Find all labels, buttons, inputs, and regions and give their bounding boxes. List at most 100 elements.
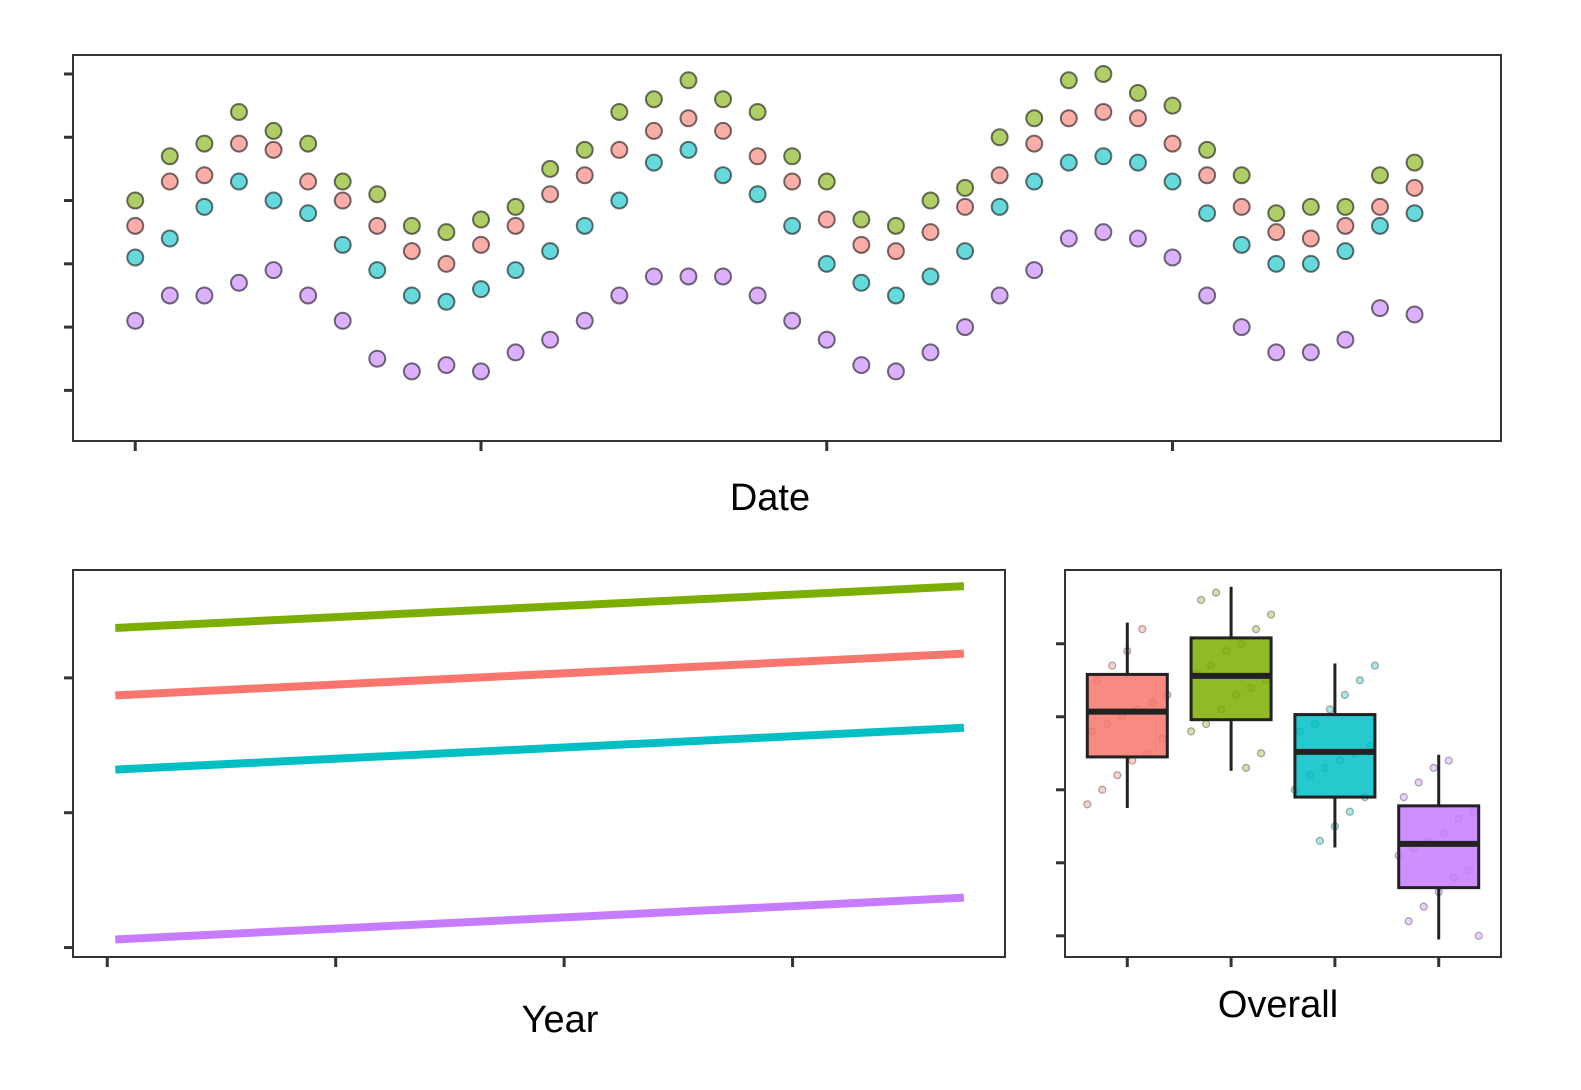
point <box>506 216 525 235</box>
point <box>126 248 145 267</box>
trend-line <box>115 649 965 700</box>
point <box>679 71 698 90</box>
point <box>1128 109 1147 128</box>
point <box>1336 330 1355 349</box>
jitter-point <box>1399 792 1408 802</box>
panel: Date <box>64 54 1502 519</box>
x-axis-label: Overall <box>1218 984 1338 1026</box>
point <box>748 185 767 204</box>
point <box>1198 204 1217 223</box>
point <box>1163 96 1182 115</box>
jitter-point <box>1414 778 1423 787</box>
point <box>644 267 663 286</box>
jitter-point <box>1138 625 1147 634</box>
point <box>1267 254 1286 273</box>
point <box>1232 318 1251 337</box>
plot-frame <box>72 569 1006 958</box>
point <box>541 185 560 204</box>
point <box>714 267 733 286</box>
jitter-point <box>1186 727 1196 736</box>
point <box>921 267 940 286</box>
point <box>610 286 629 305</box>
point <box>610 102 629 121</box>
point <box>368 261 387 280</box>
jitter-point <box>1474 931 1483 940</box>
point <box>333 191 352 210</box>
point <box>783 216 802 235</box>
jitter-point <box>1444 756 1453 765</box>
point <box>679 109 698 128</box>
point <box>195 134 214 153</box>
point <box>541 242 560 261</box>
jitter-point <box>1340 690 1350 699</box>
jitter-point <box>1325 705 1335 714</box>
point <box>644 90 663 109</box>
jitter-point <box>1113 771 1122 780</box>
point <box>817 330 836 349</box>
point <box>1232 197 1251 216</box>
point <box>644 121 663 140</box>
box <box>1293 713 1377 799</box>
point <box>1198 286 1217 305</box>
point <box>852 235 871 254</box>
jitter-point <box>1429 763 1438 772</box>
panel: Year <box>64 569 1006 1041</box>
point <box>368 349 387 368</box>
point <box>1163 248 1182 267</box>
point <box>472 362 490 381</box>
point <box>1301 229 1320 248</box>
point <box>852 210 871 229</box>
point <box>1336 216 1355 235</box>
point <box>748 286 767 305</box>
jitter-point <box>1355 676 1365 685</box>
point <box>1370 166 1389 185</box>
point <box>541 330 560 349</box>
point <box>402 286 421 305</box>
point <box>368 185 387 204</box>
point <box>229 273 248 292</box>
point <box>921 343 940 362</box>
point <box>1405 153 1424 172</box>
point <box>126 216 145 235</box>
jitter-point <box>1098 785 1107 794</box>
point <box>437 254 456 273</box>
point <box>610 191 629 210</box>
point <box>1405 305 1424 324</box>
point <box>229 172 248 191</box>
point <box>1301 197 1320 216</box>
box <box>1085 672 1169 759</box>
plot-frame <box>1064 569 1502 958</box>
point <box>229 134 248 153</box>
point <box>299 134 318 153</box>
point <box>575 216 594 235</box>
point <box>472 210 490 229</box>
jitter-point <box>1345 807 1355 816</box>
point <box>956 197 975 216</box>
point <box>956 242 975 261</box>
point <box>1025 261 1044 280</box>
point <box>1232 235 1251 254</box>
point <box>437 356 456 375</box>
plot-frame <box>72 54 1502 442</box>
point <box>990 197 1009 216</box>
point <box>299 204 318 223</box>
point <box>126 311 145 330</box>
jitter-point <box>1201 719 1211 729</box>
point <box>1025 109 1044 128</box>
point <box>610 140 629 159</box>
point <box>402 216 421 235</box>
point <box>1267 223 1286 242</box>
point <box>1059 153 1078 172</box>
point <box>1094 147 1113 166</box>
x-axis-label: Date <box>730 477 810 519</box>
point <box>1301 343 1320 362</box>
trend-line <box>115 893 965 944</box>
jitter-point <box>1419 902 1428 911</box>
point <box>195 166 214 185</box>
point <box>852 273 871 292</box>
point <box>506 343 525 362</box>
point <box>852 356 871 375</box>
jitter-point <box>1266 610 1276 619</box>
jitter-point <box>1241 763 1251 772</box>
point <box>333 172 352 191</box>
